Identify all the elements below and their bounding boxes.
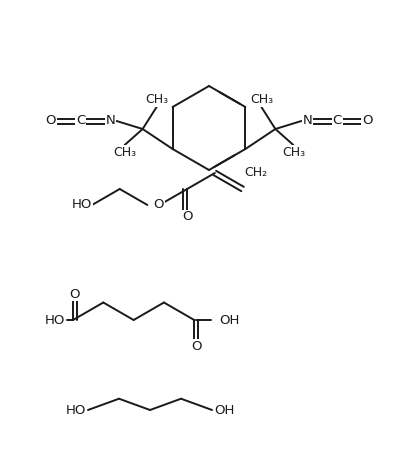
Text: CH₃: CH₃ <box>250 93 273 106</box>
Text: OH: OH <box>214 404 234 417</box>
Text: C: C <box>333 115 342 128</box>
Text: CH₂: CH₂ <box>245 166 268 179</box>
Text: CH₃: CH₃ <box>145 93 168 106</box>
Text: N: N <box>106 115 115 128</box>
Text: O: O <box>70 287 80 300</box>
Text: O: O <box>191 340 201 353</box>
Text: C: C <box>76 115 85 128</box>
Text: CH₃: CH₃ <box>282 146 305 159</box>
Text: O: O <box>182 211 192 224</box>
Text: HO: HO <box>71 198 92 212</box>
Text: CH₃: CH₃ <box>113 146 136 159</box>
Text: HO: HO <box>66 404 86 417</box>
Text: O: O <box>362 115 372 128</box>
Text: O: O <box>153 198 164 212</box>
Text: O: O <box>46 115 56 128</box>
Text: HO: HO <box>45 313 65 327</box>
Text: N: N <box>303 115 312 128</box>
Text: OH: OH <box>219 313 240 327</box>
